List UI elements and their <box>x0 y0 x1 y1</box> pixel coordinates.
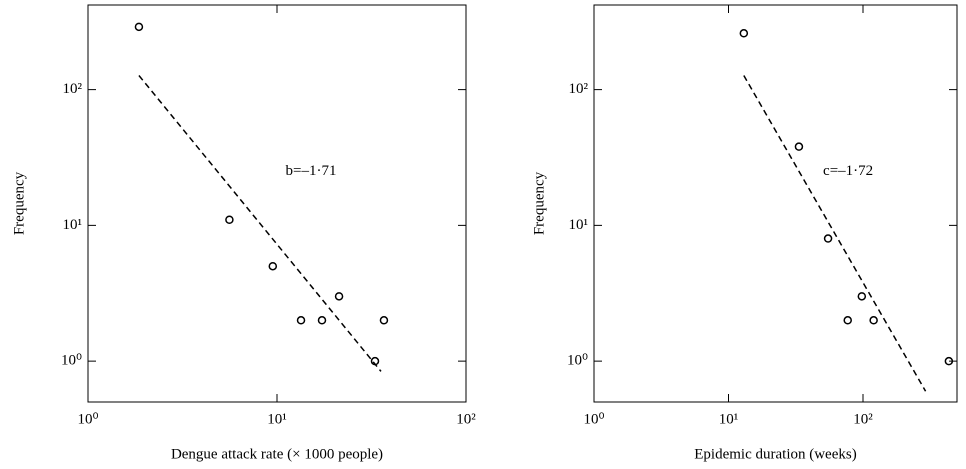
data-point <box>268 261 278 271</box>
data-point <box>794 142 804 151</box>
x-axis-label: Epidemic duration (weeks) <box>694 446 856 462</box>
data-point <box>134 22 144 32</box>
x-tick-label: 10¹ <box>267 411 287 427</box>
annotation: c=–1·72 <box>823 163 873 179</box>
data-point <box>823 234 833 243</box>
y-axis-label: Frequency <box>531 171 547 235</box>
data-point <box>857 292 867 301</box>
y-tick-label: 10¹ <box>569 217 589 233</box>
plot-frame <box>593 4 958 403</box>
data-point <box>317 316 327 325</box>
plot-frame <box>87 4 467 403</box>
data-point <box>370 356 380 366</box>
y-tick-label: 10² <box>63 81 83 97</box>
x-tick-label: 10² <box>853 411 873 427</box>
data-point <box>739 29 749 38</box>
fit-line <box>138 75 382 372</box>
data-point <box>225 215 234 225</box>
x-tick-label: 10⁰ <box>77 411 98 427</box>
data-point <box>869 316 878 325</box>
data-point <box>296 316 306 325</box>
y-tick-label: 10⁰ <box>61 353 82 369</box>
y-tick-label: 10² <box>569 81 589 97</box>
x-tick-label: 10¹ <box>719 411 739 427</box>
annotation: b=–1·71 <box>286 163 337 179</box>
fit-line <box>743 75 927 392</box>
x-tick-label: 10⁰ <box>583 411 604 427</box>
y-axis-label: Frequency <box>11 171 27 235</box>
y-tick-label: 10⁰ <box>567 353 588 369</box>
x-tick-label: 10² <box>456 411 476 427</box>
data-point <box>334 292 344 301</box>
data-point <box>379 316 389 325</box>
x-axis-label: Dengue attack rate (× 1000 people) <box>171 446 383 462</box>
y-tick-label: 10¹ <box>63 217 83 233</box>
data-point <box>843 316 852 325</box>
data-point <box>944 356 954 366</box>
